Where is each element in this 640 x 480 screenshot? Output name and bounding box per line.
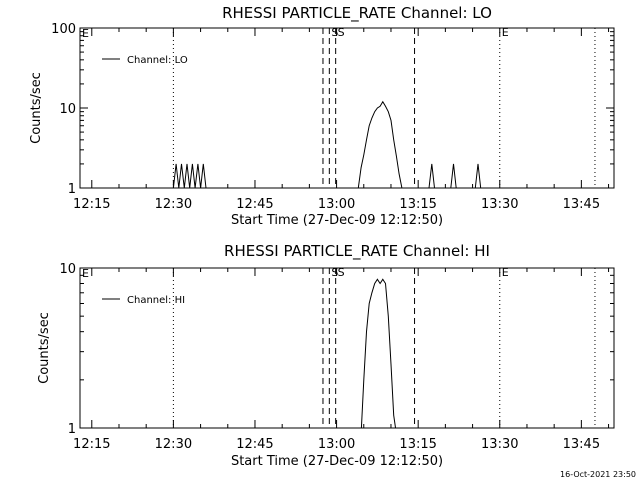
panel1-legend-label: Channel: LO: [127, 55, 188, 66]
panel1-x-tick-label: 13:15: [399, 197, 436, 212]
panel2-edge-marker-label: E: [82, 267, 89, 280]
panel1-edge-marker-label: E: [82, 27, 89, 40]
panel1-x-axis-label: Start Time (27-Dec-09 12:12:50): [231, 213, 443, 228]
footer-timestamp: 16-Oct-2021 23:50: [560, 470, 636, 479]
panel1-event-label: S: [338, 26, 345, 39]
panel1-x-tick-label: 12:15: [73, 197, 110, 212]
panel1-x-tick-label: 13:00: [318, 197, 355, 212]
panel2-x-tick-label: 12:30: [155, 437, 192, 452]
panel2-x-axis-label: Start Time (27-Dec-09 12:12:50): [231, 454, 443, 469]
panel2-legend-label: Channel: HI: [127, 295, 185, 306]
panel1-axes-frame: [79, 27, 615, 189]
panel1-event-label: E: [502, 26, 509, 39]
panel2-event-label: S: [338, 266, 345, 279]
panel1-y-axis-label: Counts/sec: [29, 72, 44, 144]
panel2-y-tick-label: 10: [59, 262, 76, 277]
panel1-y-tick-label: 100: [51, 22, 76, 37]
panel2-event-label: E: [502, 266, 509, 279]
panel2-x-tick-label: 12:45: [236, 437, 273, 452]
panel2-x-tick-label: 13:00: [318, 437, 355, 452]
panel1-x-tick-label: 12:30: [155, 197, 192, 212]
panel2-y-axis-label: Counts/sec: [37, 312, 52, 384]
panel2-y-tick-label: 1: [68, 422, 76, 437]
panel1-event-label: S: [331, 26, 338, 39]
panel1-x-tick-label: 12:45: [236, 197, 273, 212]
panel1-chart-title: RHESSI PARTICLE_RATE Channel: LO: [222, 4, 492, 23]
panel1-y-tick-label: 10: [59, 102, 76, 117]
panel2-chart-title: RHESSI PARTICLE_RATE Channel: HI: [224, 242, 490, 261]
panel1-y-tick-label: 1: [68, 182, 76, 197]
panel2-x-tick-label: 13:15: [399, 437, 436, 452]
panel2-x-tick-label: 12:15: [73, 437, 110, 452]
panel2-x-tick-label: 13:30: [481, 437, 518, 452]
panel2-series-line-0: [360, 278, 397, 428]
panel1-series-line-0: [80, 100, 614, 188]
panel2-axes-frame: [79, 267, 615, 429]
panel1-x-tick-label: 13:30: [481, 197, 518, 212]
panel2-event-label: S: [331, 266, 338, 279]
panel2-x-tick-label: 13:45: [563, 437, 600, 452]
panel1-x-tick-label: 13:45: [563, 197, 600, 212]
